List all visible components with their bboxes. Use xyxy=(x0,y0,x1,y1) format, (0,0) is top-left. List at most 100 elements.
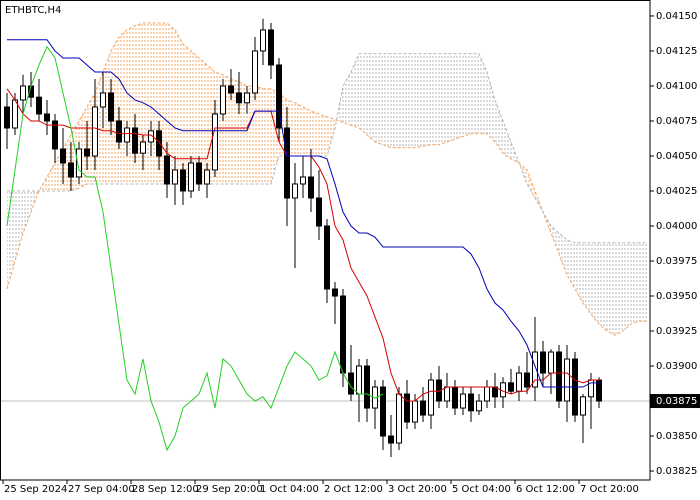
candle-body xyxy=(172,169,178,185)
cloud-hatch xyxy=(199,57,207,184)
candle-body xyxy=(516,372,522,392)
cloud-hatch xyxy=(407,53,415,148)
cloud-hatch xyxy=(591,242,599,325)
candle-body xyxy=(4,106,10,129)
candle-body xyxy=(580,396,586,416)
cloud-hatch xyxy=(183,43,191,184)
cloud-hatch xyxy=(431,53,439,145)
cloud-hatch xyxy=(607,242,615,336)
candle-body xyxy=(356,365,362,395)
cloud-hatch xyxy=(319,113,327,156)
candle-body xyxy=(372,386,378,409)
cloud-hatch xyxy=(311,111,319,156)
cloud-hatch xyxy=(471,53,479,134)
plot-frame xyxy=(0,0,651,481)
cloud-hatch xyxy=(639,242,647,322)
y-tick-label: 0.03975 xyxy=(656,256,697,267)
x-tick-label: 5 Oct 04:00 xyxy=(452,484,511,495)
candle-body xyxy=(444,386,450,402)
candle-body xyxy=(260,29,266,52)
candle-body xyxy=(404,393,410,423)
candle-body xyxy=(412,400,418,423)
cloud-hatch xyxy=(47,162,55,191)
candle-body xyxy=(284,127,290,199)
indicator-line xyxy=(6,45,384,452)
candle-body xyxy=(292,183,298,199)
y-tick-label: 0.04025 xyxy=(656,186,697,197)
candle-body xyxy=(60,148,66,164)
candle-body xyxy=(380,386,386,437)
y-tick-label: 0.03825 xyxy=(656,466,697,477)
candle-body xyxy=(324,225,330,290)
y-tick-label: 0.03925 xyxy=(656,326,697,337)
candle-body xyxy=(244,92,250,104)
cloud-hatch xyxy=(447,53,455,142)
cloud-hatch xyxy=(23,190,31,233)
y-tick-label: 0.04150 xyxy=(656,11,697,22)
candle-body xyxy=(532,351,538,388)
candle-body xyxy=(52,120,58,150)
cloud-hatch xyxy=(303,106,311,156)
cloud-hatch xyxy=(375,53,383,145)
cloud-span xyxy=(7,53,647,244)
cloud-hatch xyxy=(367,53,375,142)
candle-body xyxy=(452,386,458,409)
candle-body xyxy=(76,148,82,178)
candle-body xyxy=(548,351,554,374)
candle-body xyxy=(108,92,114,122)
candle-body xyxy=(524,372,530,388)
y-tick-label: 0.04050 xyxy=(656,151,697,162)
cloud-hatch xyxy=(527,169,535,198)
cloud-hatch xyxy=(623,242,631,332)
candle-body xyxy=(396,393,402,444)
candle-body xyxy=(68,162,74,178)
cloud-hatch xyxy=(383,53,391,148)
candle-body xyxy=(508,382,514,392)
cloud-hatch xyxy=(399,53,407,148)
cloud-hatch xyxy=(135,22,143,184)
x-tick-label: 28 Sep 12:00 xyxy=(132,484,199,495)
candle-body xyxy=(44,113,50,122)
candle-body xyxy=(308,176,314,199)
cloud-hatch xyxy=(247,85,255,184)
cloud-hatch xyxy=(391,53,399,148)
cloud-hatch xyxy=(551,225,559,255)
candle-body xyxy=(364,365,370,409)
y-tick-label: 0.04100 xyxy=(656,81,697,92)
candle-body xyxy=(100,92,106,108)
candle-body xyxy=(564,358,570,402)
cloud-hatch xyxy=(415,53,423,148)
cloud-hatch xyxy=(583,242,591,315)
cloud-hatch xyxy=(567,240,575,290)
candle-body xyxy=(12,99,18,129)
candle-body xyxy=(436,379,442,402)
cloud-hatch xyxy=(151,22,159,184)
cloud-hatch xyxy=(503,120,511,159)
candle-body xyxy=(84,148,90,157)
cloud-hatch xyxy=(119,29,127,184)
cloud-hatch xyxy=(175,29,183,184)
candle-body xyxy=(156,130,162,157)
candle-body xyxy=(196,162,202,185)
candle-body xyxy=(236,92,242,104)
cloud-hatch xyxy=(231,78,239,184)
chart-title: ETHBTC,H4 xyxy=(5,5,61,16)
cloud-hatch xyxy=(263,88,271,184)
y-tick-label: 0.03950 xyxy=(656,291,697,302)
cloud-hatch xyxy=(599,242,607,332)
candle-body xyxy=(204,169,210,185)
cloud-hatch xyxy=(295,102,303,156)
cloud-hatch xyxy=(559,232,567,276)
candle-body xyxy=(388,435,394,444)
cloud-hatch xyxy=(127,25,135,184)
cloud-hatch xyxy=(615,242,623,336)
x-tick-label: 25 Sep 2024 xyxy=(4,484,67,495)
current-price-box xyxy=(650,394,700,409)
candle-body xyxy=(268,29,274,66)
x-tick-label: 3 Oct 20:00 xyxy=(388,484,447,495)
candle-body xyxy=(140,141,146,154)
candle-body xyxy=(476,400,482,412)
candle-body xyxy=(148,130,154,143)
candle-body xyxy=(340,295,346,374)
